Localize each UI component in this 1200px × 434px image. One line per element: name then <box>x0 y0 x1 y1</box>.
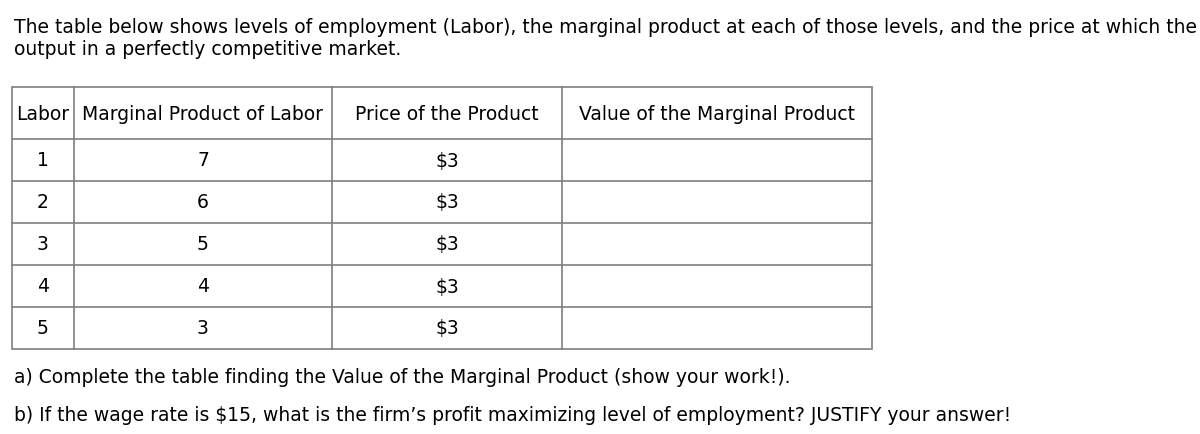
Text: $3: $3 <box>436 235 458 254</box>
Text: Labor: Labor <box>17 104 70 123</box>
Text: 7: 7 <box>197 151 209 170</box>
Text: a) Complete the table finding the Value of the Marginal Product (show your work!: a) Complete the table finding the Value … <box>14 367 791 386</box>
Text: Marginal Product of Labor: Marginal Product of Labor <box>83 104 324 123</box>
Text: 2: 2 <box>37 193 49 212</box>
Text: $3: $3 <box>436 319 458 338</box>
Bar <box>12 88 872 349</box>
Text: 3: 3 <box>37 235 49 254</box>
Text: Price of the Product: Price of the Product <box>355 104 539 123</box>
Text: 3: 3 <box>197 319 209 338</box>
Text: 5: 5 <box>197 235 209 254</box>
Text: b) If the wage rate is $15, what is the firm’s profit maximizing level of employ: b) If the wage rate is $15, what is the … <box>14 405 1012 424</box>
Text: 1: 1 <box>37 151 49 170</box>
Text: $3: $3 <box>436 151 458 170</box>
Text: Value of the Marginal Product: Value of the Marginal Product <box>580 104 854 123</box>
Text: output in a perfectly competitive market.: output in a perfectly competitive market… <box>14 40 401 59</box>
Text: The table below shows levels of employment (Labor), the marginal product at each: The table below shows levels of employme… <box>14 18 1200 37</box>
Text: 5: 5 <box>37 319 49 338</box>
Text: 6: 6 <box>197 193 209 212</box>
Text: $3: $3 <box>436 277 458 296</box>
Text: $3: $3 <box>436 193 458 212</box>
Text: 4: 4 <box>37 277 49 296</box>
Text: 4: 4 <box>197 277 209 296</box>
